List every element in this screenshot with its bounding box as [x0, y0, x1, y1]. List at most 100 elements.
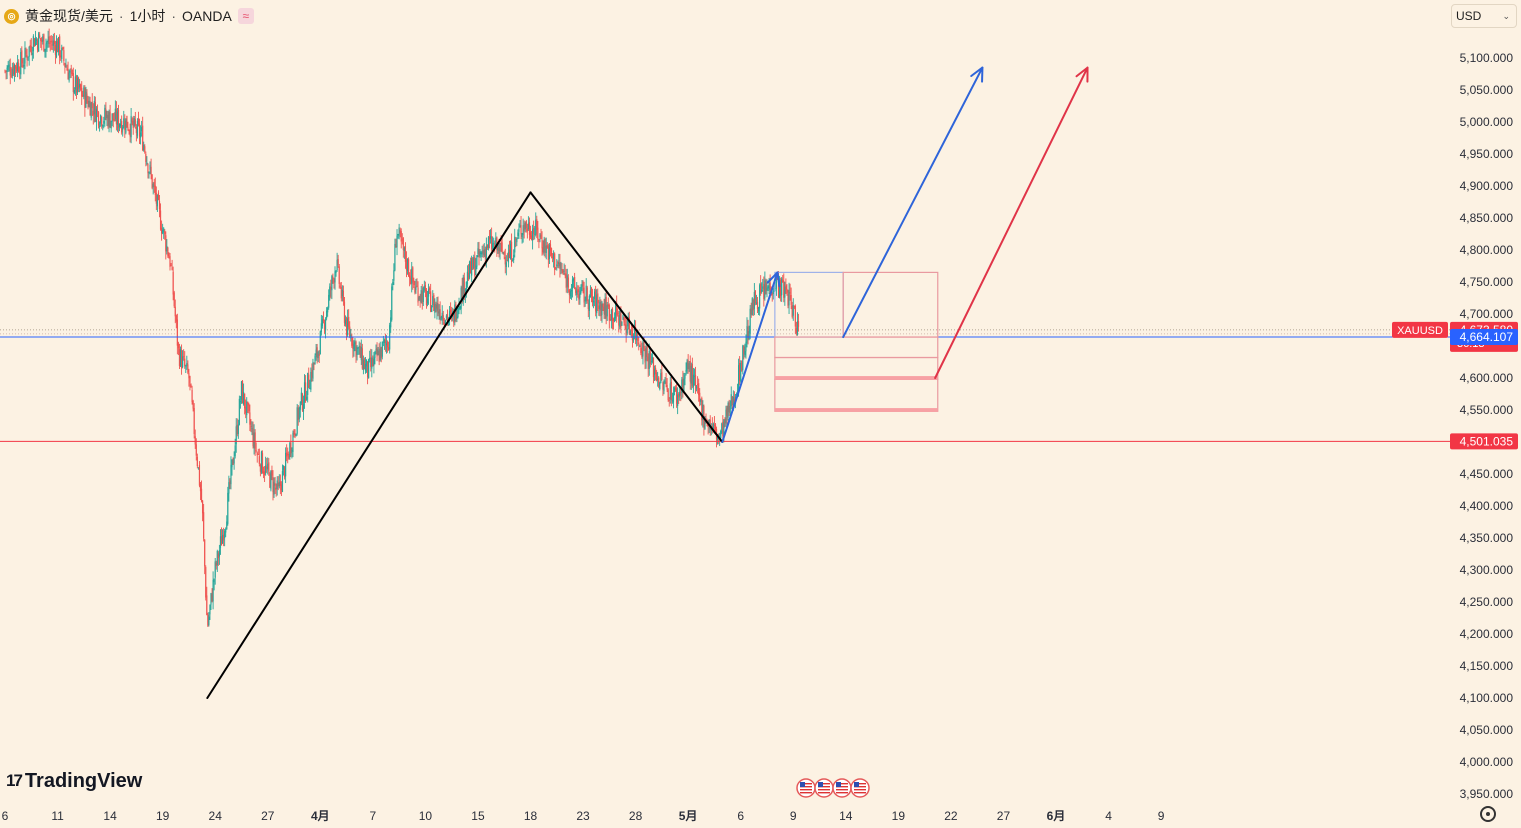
candle-body: [613, 316, 616, 322]
candle-body: [625, 324, 627, 336]
y-tick-label: 5,000.000: [1460, 115, 1514, 129]
event-marker-ring: [796, 778, 816, 798]
us-flag-icon[interactable]: [814, 778, 834, 798]
target-box[interactable]: [774, 356, 939, 380]
candle-body: [701, 398, 703, 421]
candle-body: [651, 356, 654, 363]
candle-body: [457, 308, 459, 318]
candle-body: [553, 253, 555, 260]
candle-body: [664, 380, 666, 382]
candle-body: [51, 44, 53, 46]
candle-body: [782, 279, 784, 283]
projection-arrow-line[interactable]: [934, 66, 1089, 379]
candle-body: [121, 121, 123, 133]
candle-body: [762, 286, 764, 289]
candle-body: [656, 372, 658, 381]
candle-body: [562, 269, 564, 275]
candle-body: [364, 364, 367, 371]
candle-body: [122, 127, 124, 131]
support-zone-bar[interactable]: [774, 408, 938, 412]
candle-body: [556, 264, 558, 267]
line-price-tag[interactable]: 4,664.107: [1460, 330, 1514, 344]
chart-header[interactable]: ◎ 黄金现货/美元 · 1小时 · OANDA ≈: [4, 6, 254, 26]
candle-body: [666, 385, 668, 390]
target-box[interactable]: [774, 336, 939, 359]
candle-body: [650, 361, 652, 363]
gold-coin-icon: ◎: [4, 8, 19, 24]
projection-arrow-line[interactable]: [842, 66, 984, 339]
candle-body: [283, 467, 286, 478]
trend-line[interactable]: [529, 191, 724, 443]
candle-body: [500, 242, 502, 245]
candle-body: [197, 467, 199, 469]
candle-body: [554, 253, 556, 270]
candle-body: [190, 384, 192, 388]
us-flag-icon[interactable]: [832, 778, 852, 798]
candle-body: [431, 306, 433, 312]
candle-body: [255, 450, 257, 452]
candle-body: [503, 252, 505, 255]
candle-body: [444, 320, 446, 324]
target-box[interactable]: [774, 378, 939, 412]
trend-line[interactable]: [206, 191, 532, 699]
candle-body: [644, 348, 646, 363]
support-zone-bar[interactable]: [774, 376, 938, 380]
candle-body: [698, 383, 700, 396]
tradingview-wordmark: TradingView: [24, 769, 143, 792]
gear-icon[interactable]: [1480, 806, 1496, 822]
candle-body: [679, 391, 681, 396]
candle-body: [260, 451, 263, 473]
y-tick-label: 4,800.000: [1460, 243, 1514, 257]
candle-body: [638, 342, 640, 345]
candle-body: [764, 280, 766, 298]
candle-body: [92, 110, 94, 116]
candle-body: [518, 228, 520, 232]
candle-body: [416, 285, 418, 287]
candle-body: [8, 64, 10, 68]
candle-body: [303, 382, 306, 403]
candle-body: [395, 246, 397, 248]
candle-body: [606, 305, 608, 317]
flag-stripe: [800, 792, 812, 794]
candle-body: [132, 121, 134, 128]
candle-body: [624, 323, 626, 325]
candle-body: [72, 72, 74, 93]
candle-body: [535, 219, 537, 235]
candle-body: [307, 372, 309, 395]
tradingview-logo[interactable]: 17 TradingView: [6, 770, 142, 792]
y-tick-label: 4,850.000: [1460, 211, 1514, 225]
candle-body: [330, 287, 332, 290]
candle-body: [220, 536, 223, 546]
candle-body: [397, 234, 399, 236]
candle-body: [599, 301, 601, 311]
candle-body: [702, 404, 704, 420]
currency-select[interactable]: USD ⌄: [1451, 4, 1517, 28]
candle-body: [117, 109, 120, 128]
candle-body: [239, 401, 242, 403]
us-flag-icon[interactable]: [796, 778, 816, 798]
line-price-tag[interactable]: 4,501.035: [1460, 434, 1514, 448]
candle-body: [581, 283, 583, 287]
candle-body: [479, 251, 481, 256]
candle-body: [195, 444, 197, 456]
candle-body: [295, 433, 297, 437]
candle-body: [203, 512, 205, 539]
target-box[interactable]: [842, 271, 939, 338]
candle-body: [541, 239, 543, 249]
symbol-tag[interactable]: XAUUSD: [1397, 325, 1443, 337]
wave-icon[interactable]: ≈: [237, 8, 254, 24]
candle-body: [464, 289, 466, 295]
flag-stripe: [818, 792, 830, 794]
timeframe-label[interactable]: 1小时: [129, 8, 166, 24]
projection-arrow-line[interactable]: [721, 271, 779, 443]
x-tick-label: 18: [524, 809, 538, 823]
candle-body: [596, 294, 598, 314]
us-flag-icon[interactable]: [850, 778, 870, 798]
x-tick-label: 4月: [311, 809, 330, 823]
candle-body: [177, 343, 180, 349]
candle-body: [165, 235, 167, 252]
candle-body: [529, 232, 532, 238]
flag-stripe: [854, 786, 866, 788]
candle-body: [115, 109, 118, 125]
